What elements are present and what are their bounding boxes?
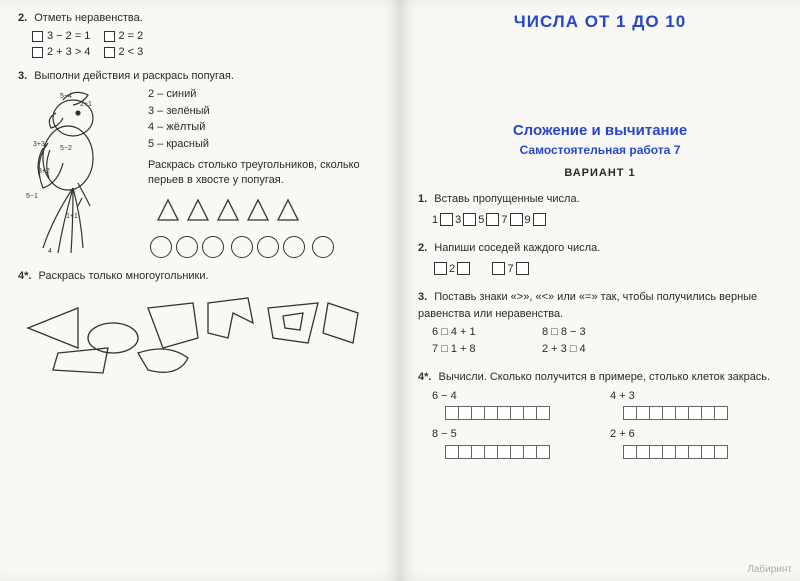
- cell-grid: [624, 406, 728, 420]
- blank-box[interactable]: [486, 213, 499, 226]
- task-num: 4*.: [18, 270, 31, 282]
- right-task-2: 2. Напиши соседей каждого числа. 2 7: [418, 240, 782, 277]
- color-legend: 2 – синий 3 – зелёный 4 – жёлтый 5 – кра…: [148, 86, 382, 152]
- blank-box[interactable]: [434, 262, 447, 275]
- right-task-4: 4*. Вычисли. Сколько получится в примере…: [418, 369, 782, 459]
- checkbox[interactable]: [32, 31, 43, 42]
- blank-box[interactable]: [533, 213, 546, 226]
- svg-text:1+1: 1+1: [66, 213, 78, 220]
- left-page: 2. Отметь неравенства. 3 − 2 = 1 2 = 2 2…: [0, 0, 400, 581]
- inequality-item: 2 = 2: [104, 30, 144, 42]
- svg-text:2+1: 2+1: [80, 101, 92, 108]
- blank-box[interactable]: [492, 262, 505, 275]
- task-4: 4*. Раскрась только многоугольники.: [18, 270, 382, 381]
- task-3: 3. Выполни действия и раскрась попугая. …: [18, 70, 382, 260]
- task-title: Раскрась только многоугольники.: [39, 270, 209, 282]
- svg-text:3+2: 3+2: [38, 168, 50, 175]
- task-title: Отметь неравенства.: [34, 12, 143, 24]
- svg-text:5−1: 5−1: [26, 193, 38, 200]
- checkbox[interactable]: [104, 47, 115, 58]
- checkbox[interactable]: [32, 47, 43, 58]
- right-task-1: 1. Вставь пропущенные числа. 13579: [418, 191, 782, 228]
- extra-instruction: Раскрась столько треугольни­ков, сколько…: [148, 158, 382, 189]
- inequality-item: 3 − 2 = 1: [32, 30, 90, 42]
- inequality-item: 2 < 3: [104, 46, 144, 58]
- right-page: ЧИСЛА ОТ 1 ДО 10 Сложение и вычитание Са…: [400, 0, 800, 581]
- cell-grid: [624, 445, 728, 459]
- circle-row: [148, 234, 382, 260]
- svg-text:5−4: 5−4: [60, 93, 72, 100]
- blank-box[interactable]: [510, 213, 523, 226]
- triangle-row: [148, 195, 382, 228]
- blank-box[interactable]: [440, 213, 453, 226]
- watermark: Лабиринт: [747, 564, 792, 575]
- blank-box[interactable]: [516, 262, 529, 275]
- variant-label: ВАРИАНТ 1: [418, 167, 782, 179]
- task-title: Выполни действия и раскрась попугая.: [34, 70, 234, 82]
- cell-grid: [446, 445, 550, 459]
- blank-box[interactable]: [463, 213, 476, 226]
- polygon-shapes: [18, 288, 368, 378]
- section-title: Сложение и вычитание: [418, 122, 782, 139]
- number-sequence: 13579: [432, 212, 782, 229]
- inequality-item: 2 + 3 > 4: [32, 46, 90, 58]
- task-num: 2.: [18, 12, 27, 24]
- svg-text:5−2: 5−2: [60, 145, 72, 152]
- svg-text:3+3: 3+3: [33, 141, 45, 148]
- cell-grid: [446, 406, 550, 420]
- svg-text:4: 4: [48, 248, 52, 255]
- checkbox[interactable]: [104, 31, 115, 42]
- parrot-illustration: 5−4 2+1 3+3 5−2 3+2 5−1 1+1 4: [18, 88, 143, 263]
- work-subtitle: Самостоятельная работа 7: [418, 143, 782, 157]
- blank-box[interactable]: [457, 262, 470, 275]
- right-task-3: 3. Поставь знаки «>», «<» или «=» так, ч…: [418, 289, 782, 357]
- task-num: 3.: [18, 70, 27, 82]
- task-2: 2. Отметь неравенства. 3 − 2 = 1 2 = 2 2…: [18, 12, 382, 60]
- chapter-header: ЧИСЛА ОТ 1 ДО 10: [418, 12, 782, 32]
